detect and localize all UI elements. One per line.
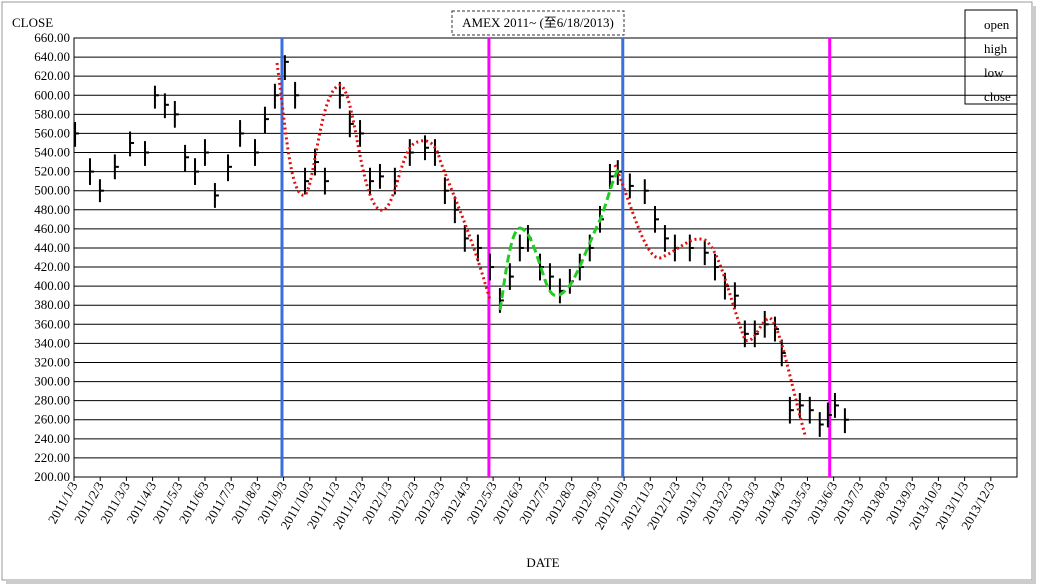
y-tick-label: 660.00: [34, 30, 70, 45]
legend-entry: open: [984, 17, 1010, 32]
legend-entry: high: [984, 41, 1008, 56]
y-tick-label: 480.00: [34, 202, 70, 217]
title-box: [451, 10, 625, 36]
y-tick-label: 340.00: [34, 335, 70, 350]
y-tick-label: 260.00: [34, 412, 70, 427]
y-tick-label: 240.00: [34, 431, 70, 446]
y-tick-label: 600.00: [34, 87, 70, 102]
annotations: [275, 62, 807, 436]
y-tick-label: 200.00: [34, 469, 70, 484]
legend-entry: low: [984, 65, 1004, 80]
y-tick-label: 620.00: [34, 68, 70, 83]
y-tick-label: 360.00: [34, 316, 70, 331]
y-tick-label: 420.00: [34, 259, 70, 274]
y-tick-label: 380.00: [34, 297, 70, 312]
shadow: [1032, 6, 1036, 584]
y-tick-label: 580.00: [34, 106, 70, 121]
y-tick-label: 320.00: [34, 354, 70, 369]
chart-title: AMEX 2011~ (至6/18/2013): [462, 15, 614, 30]
trend-sketch: [613, 164, 807, 436]
y-tick-label: 640.00: [34, 49, 70, 64]
y-tick-label: 500.00: [34, 183, 70, 198]
y-tick-label: 520.00: [34, 164, 70, 179]
trend-sketch: [275, 62, 492, 301]
y-tick-label: 540.00: [34, 145, 70, 160]
y-tick-label: 220.00: [34, 450, 70, 465]
y-tick-label: 560.00: [34, 125, 70, 140]
y-tick-label: 300.00: [34, 374, 70, 389]
shadow: [6, 580, 1036, 584]
x-axis-label: DATE: [526, 555, 559, 570]
y-tick-label: 400.00: [34, 278, 70, 293]
trend-sketch: [498, 169, 620, 311]
frame: [1, 1, 1033, 581]
y-tick-label: 440.00: [34, 240, 70, 255]
y-axis-label: CLOSE: [12, 15, 53, 30]
y-tick-label: 460.00: [34, 221, 70, 236]
legend-entry: close: [984, 89, 1011, 104]
y-tick-label: 280.00: [34, 393, 70, 408]
